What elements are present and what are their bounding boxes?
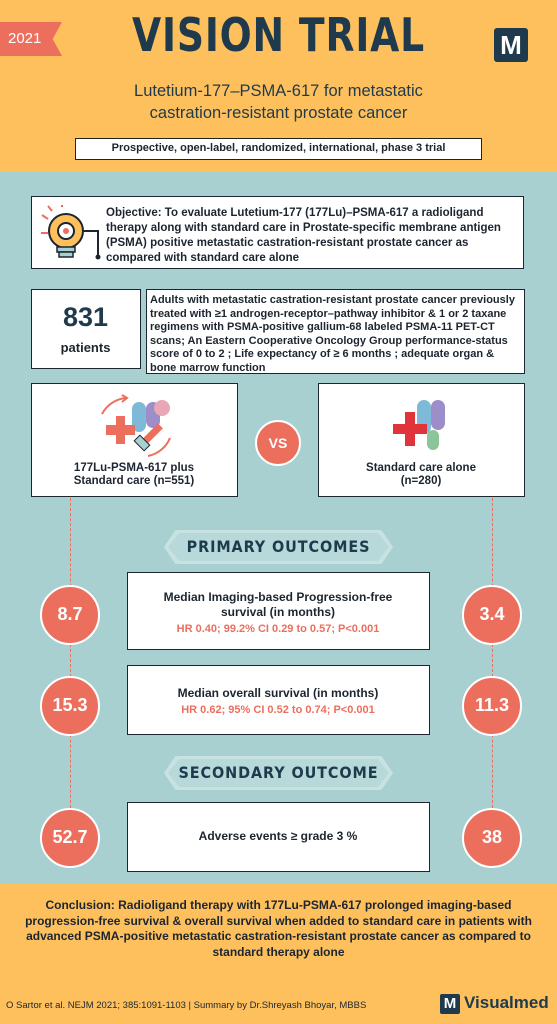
secondary-outcome-heading: SECONDARY OUTCOME <box>164 756 393 790</box>
pfs-treatment-value: 8.7 <box>40 585 100 645</box>
eligibility-card: Adults with metastatic castration-resist… <box>146 289 525 374</box>
os-card: Median overall survival (in months) HR 0… <box>127 665 430 735</box>
page-title: VISION TRIAL <box>131 8 426 62</box>
os-stats: HR 0.62; 95% CI 0.52 to 0.74; P<0.001 <box>181 704 375 716</box>
logo-letter: M <box>500 30 522 60</box>
ae-treatment-value: 52.7 <box>40 808 100 868</box>
os-treatment-value: 15.3 <box>40 676 100 736</box>
patients-card: 831 patients <box>31 289 141 369</box>
objective-text: Objective: To evaluate Lutetium-177 (177… <box>106 207 501 264</box>
brand-name: Visualmed <box>464 993 549 1012</box>
conclusion-text: Conclusion: Radioligand therapy with 177… <box>25 898 532 959</box>
pfs-stats: HR 0.40; 99.2% CI 0.29 to 0.57; P<0.001 <box>176 623 380 635</box>
connector-left <box>70 498 71 833</box>
vs-badge: VS <box>255 420 301 466</box>
secondary-outcome-label: SECONDARY OUTCOME <box>178 763 379 782</box>
objective-card: Objective: To evaluate Lutetium-177 (177… <box>31 196 524 269</box>
arm-control-card: Standard care alone (n=280) <box>318 383 525 497</box>
subtitle-line-2: castration-resistant prostate cancer <box>149 104 408 122</box>
pfs-title-line-1: Median Imaging-based Progression-free <box>163 590 393 604</box>
os-title: Median overall survival (in months) <box>177 686 379 700</box>
os-control-value: 11.3 <box>462 676 522 736</box>
arm-control-line-2: (n=280) <box>400 475 442 487</box>
pfs-control-value: 3.4 <box>462 585 522 645</box>
subtitle: Lutetium-177–PSMA-617 for metastatic cas… <box>0 80 557 124</box>
trial-design: Prospective, open-label, randomized, int… <box>75 138 482 160</box>
pfs-title-line-2: survival (in months) <box>220 605 336 619</box>
medication-syringe-icon <box>101 394 171 457</box>
primary-outcomes-label: PRIMARY OUTCOMES <box>186 537 371 556</box>
eligibility-criteria: Adults with metastatic castration-resist… <box>150 294 515 374</box>
pfs-card: Median Imaging-based Progression-free su… <box>127 572 430 650</box>
subtitle-line-1: Lutetium-177–PSMA-617 for metastatic <box>134 82 423 100</box>
arm-treatment-card: 177Lu-PSMA-617 plus Standard care (n=551… <box>31 383 238 497</box>
visualmed-logo: M <box>494 28 528 62</box>
arm-treatment-line-2: Standard care (n=551) <box>73 475 195 487</box>
header: 2021 VISION TRIAL M Lutetium-177–PSMA-61… <box>0 0 557 172</box>
arm-treatment-label: 177Lu-PSMA-617 plus Standard care (n=551… <box>32 462 236 488</box>
primary-outcomes-heading: PRIMARY OUTCOMES <box>164 530 393 564</box>
lightbulb-gear-icon <box>41 205 101 260</box>
arm-control-label: Standard care alone (n=280) <box>319 462 523 488</box>
brand-logo-icon: M <box>440 994 460 1014</box>
adverse-events-card: Adverse events ≥ grade 3 % <box>127 802 430 872</box>
arm-treatment-line-1: 177Lu-PSMA-617 plus <box>73 462 195 474</box>
citation: O Sartor et al. NEJM 2021; 385:1091-1103… <box>6 1000 367 1011</box>
connector-right <box>492 498 493 833</box>
patient-count-label: patients <box>60 340 111 355</box>
ae-control-value: 38 <box>462 808 522 868</box>
patient-count: 831 <box>62 302 109 332</box>
year-tag: 2021 <box>0 22 62 56</box>
main-panel: Objective: To evaluate Lutetium-177 (177… <box>0 172 557 884</box>
arm-control-line-1: Standard care alone <box>366 462 476 474</box>
medication-icon <box>393 400 445 450</box>
adverse-events-title: Adverse events ≥ grade 3 % <box>198 829 358 843</box>
